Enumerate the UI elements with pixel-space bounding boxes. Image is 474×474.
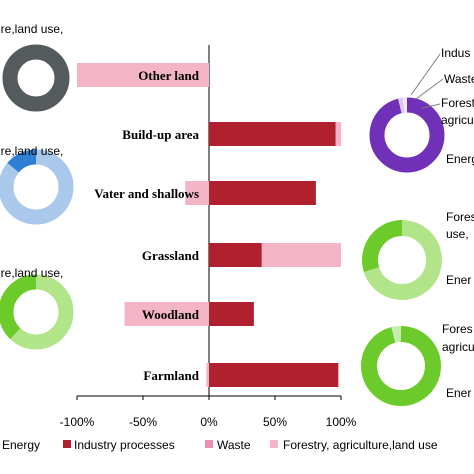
bar-segment: [206, 363, 209, 387]
bar-segment: [209, 363, 339, 387]
donut-label: use,: [446, 227, 469, 241]
category-label: Build-up area: [122, 127, 199, 142]
category-label: Other land: [138, 68, 200, 83]
bar-segment: [335, 122, 341, 146]
legend-label: Forestry, agriculture,land use: [283, 438, 438, 452]
donut-slice: [369, 97, 445, 173]
category-label: Farmland: [143, 368, 199, 383]
donut-slice: [369, 97, 445, 173]
leader-line: [410, 53, 441, 96]
bar-plot-area: -100% -50% 0% 50% 100% Other land Build-up are…: [60, 45, 357, 429]
bar-segment: [209, 243, 262, 267]
donut-label: Ener: [446, 273, 471, 287]
bar-segment: [209, 302, 254, 326]
bar-segment: [124, 302, 209, 326]
legend-swatch: [63, 440, 71, 448]
chart-legend: Energy Industry processes Waste Forestry, a…: [2, 438, 438, 452]
donut-slice: [361, 326, 441, 406]
bar-segment: [261, 243, 341, 267]
donut-slice: [361, 326, 441, 406]
legend-label: Energy: [2, 438, 40, 452]
donut-label: Energ: [446, 152, 474, 166]
legend-swatch: [205, 440, 213, 448]
legend-swatch: [270, 440, 278, 448]
donut-label: ure,land use,: [0, 22, 63, 36]
donut-1: ure,land use,: [0, 22, 70, 112]
bar-segment: [209, 181, 316, 205]
donut-label: agricu: [442, 340, 474, 354]
category-label: Grassland: [142, 248, 200, 263]
category-label: Vater and shallows: [94, 186, 199, 201]
legend-label: Industry processes: [74, 438, 175, 452]
donut-label: Fores: [442, 322, 473, 336]
donut-slice: [2, 44, 70, 112]
category-label: Woodland: [142, 307, 200, 322]
donut-6: Fores agricu Ener: [361, 322, 474, 406]
donut-charts: ure,land use, ure,land use, ure,land use, I…: [0, 22, 474, 406]
x-tick-label: 0%: [200, 415, 218, 429]
donut-label: Forest: [441, 96, 474, 110]
donut-label: agricu: [441, 113, 474, 127]
donut-slice: [0, 149, 74, 225]
bar-segment: [77, 63, 209, 87]
donut-label: ure,land use,: [0, 144, 63, 158]
donut-3: ure,land use,: [0, 266, 74, 350]
donut-5: Fores use, Ener: [362, 210, 474, 300]
x-tick-label: 100%: [326, 415, 357, 429]
donut-slice: [0, 274, 74, 350]
bar-segment: [209, 122, 336, 146]
donut-label: Indus: [441, 46, 470, 60]
donut-2: ure,land use,: [0, 144, 74, 225]
donut-4: Indus Waste Forest agricu Energ: [369, 46, 474, 173]
legend-label: Waste: [217, 438, 251, 452]
x-tick-label: -50%: [129, 415, 157, 429]
x-tick-label: -100%: [60, 415, 95, 429]
leader-line: [415, 78, 444, 100]
donut-label: Waste: [444, 72, 474, 86]
donut-label: Ener: [446, 386, 471, 400]
leader-line: [421, 103, 441, 109]
donut-label: Fores: [446, 210, 474, 224]
donut-label: ure,land use,: [0, 266, 63, 280]
x-tick-label: 50%: [263, 415, 287, 429]
bar-segment: [185, 181, 209, 205]
donut-slice: [362, 220, 442, 300]
